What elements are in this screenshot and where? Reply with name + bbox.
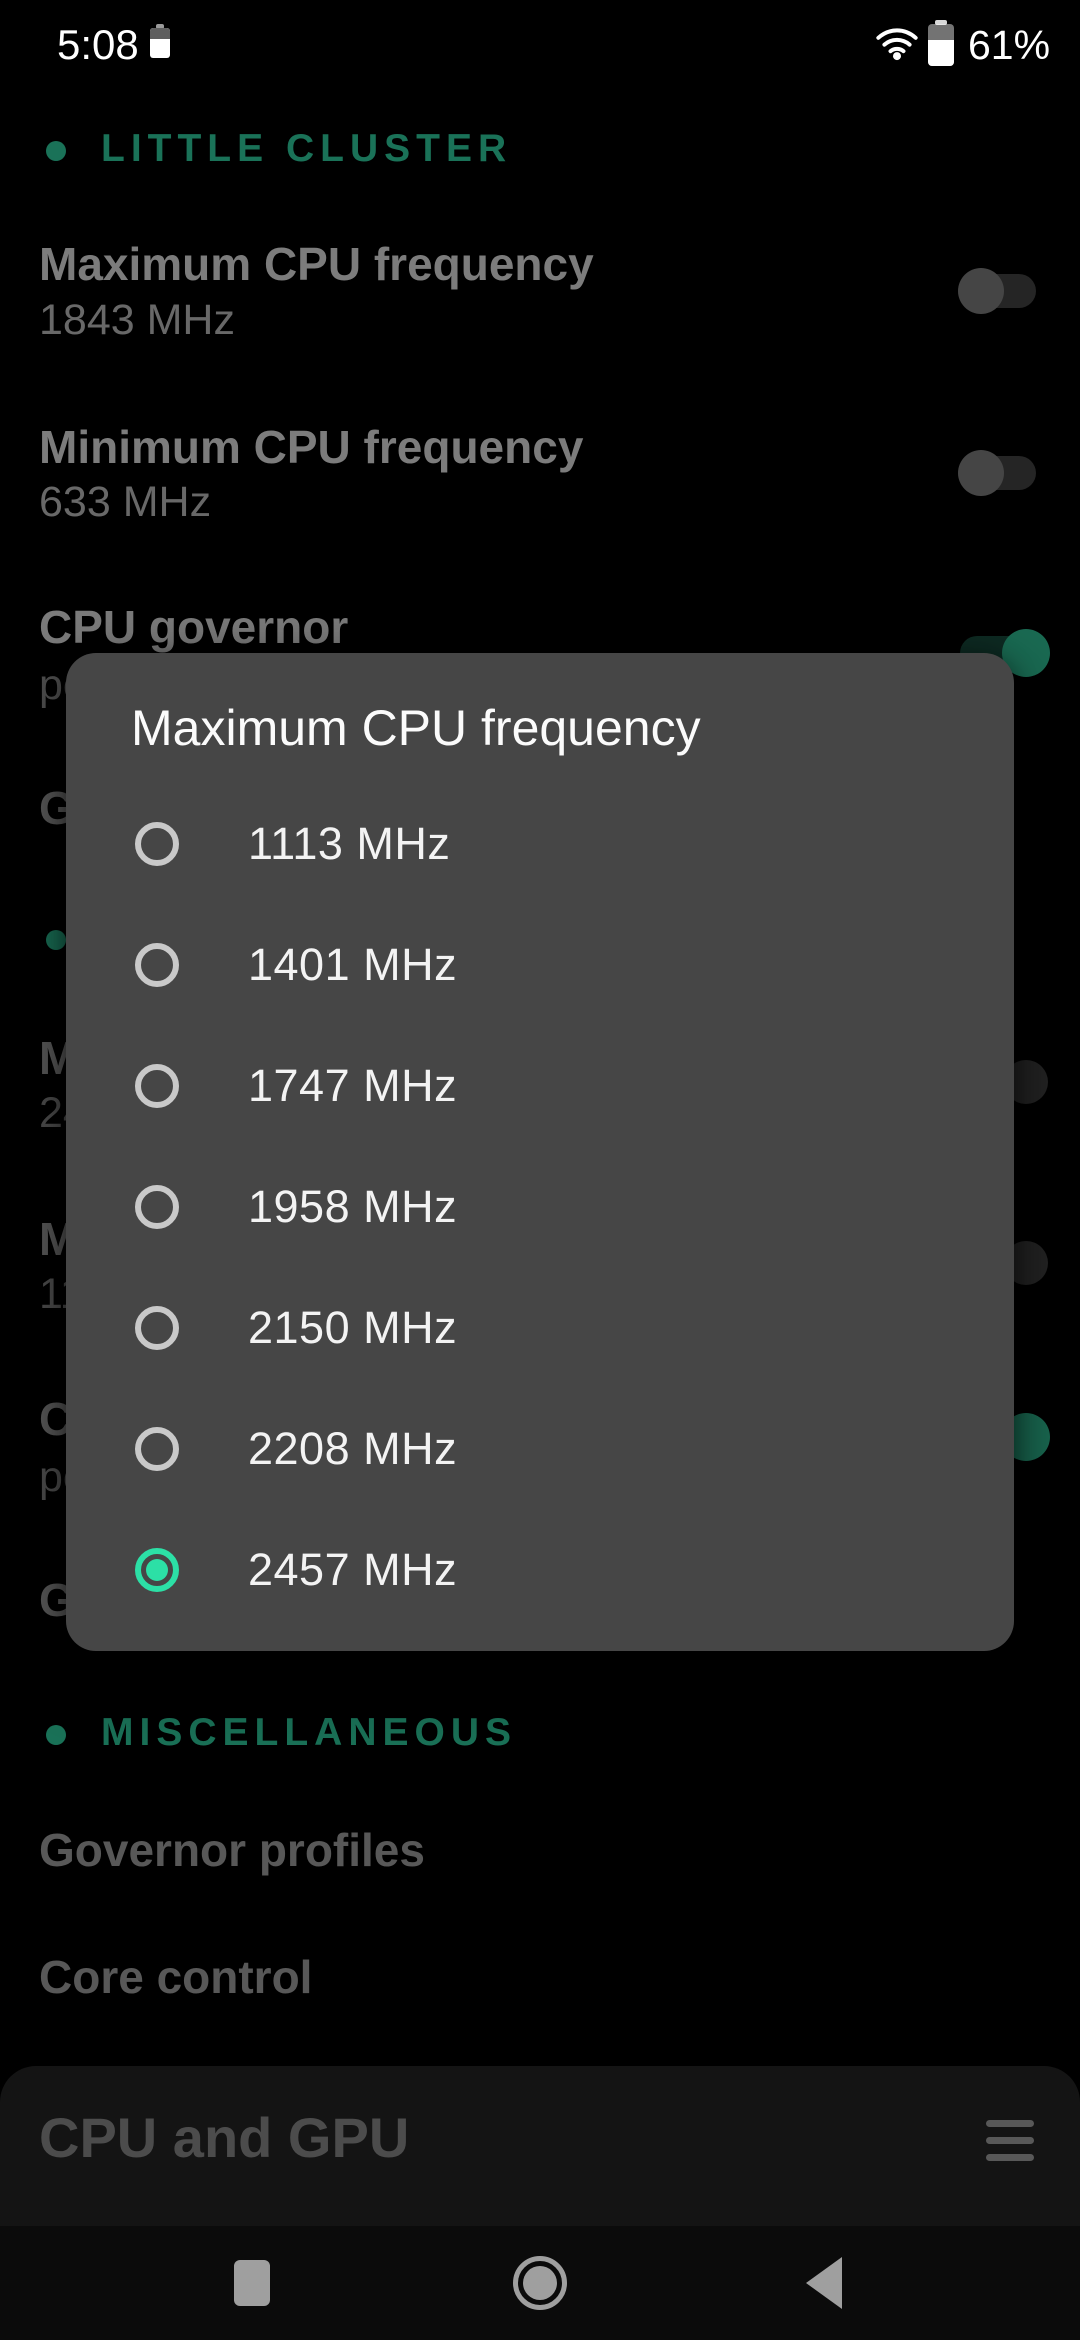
radio-unchecked-icon[interactable] <box>135 1064 179 1108</box>
radio-unchecked-icon[interactable] <box>135 943 179 987</box>
row-max-cpu-frequency[interactable]: Maximum CPU frequency <box>39 238 594 290</box>
row-max-cpu-frequency-value: 1843 MHz <box>39 296 235 344</box>
row-cpu-governor[interactable]: CPU governor <box>39 601 349 653</box>
row-min-cpu-frequency[interactable]: Minimum CPU frequency <box>39 421 584 473</box>
section-bullet-icon <box>46 930 66 950</box>
frequency-option[interactable]: 1747 MHz <box>135 1051 457 1121</box>
hamburger-menu-icon[interactable] <box>986 2120 1034 2161</box>
row-governor-profiles[interactable]: Governor profiles <box>39 1824 425 1876</box>
section-header-little-cluster: LITTLE CLUSTER <box>101 127 513 170</box>
radio-unchecked-icon[interactable] <box>135 1185 179 1229</box>
recents-square-icon[interactable] <box>234 2260 270 2306</box>
bottom-sheet-title: CPU and GPU <box>39 2106 410 2169</box>
frequency-option-selected[interactable]: 2457 MHz <box>135 1535 457 1605</box>
frequency-option[interactable]: 2150 MHz <box>135 1293 457 1363</box>
radio-unchecked-icon[interactable] <box>135 1427 179 1471</box>
radio-unchecked-icon[interactable] <box>135 822 179 866</box>
section-header-miscellaneous: MISCELLANEOUS <box>101 1711 518 1754</box>
home-circle-icon[interactable] <box>513 2256 567 2310</box>
section-bullet-icon <box>46 141 66 161</box>
back-triangle-icon[interactable] <box>806 2257 842 2309</box>
navigation-bar <box>0 2226 1080 2340</box>
frequency-option[interactable]: 2208 MHz <box>135 1414 457 1484</box>
max-cpu-frequency-dialog: Maximum CPU frequency 1113 MHz 1401 MHz … <box>66 653 1014 1651</box>
radio-unchecked-icon[interactable] <box>135 1306 179 1350</box>
radio-checked-icon[interactable] <box>135 1548 179 1592</box>
section-bullet-icon <box>46 1725 66 1745</box>
clock: 5:08 <box>57 21 139 68</box>
frequency-option[interactable]: 1958 MHz <box>135 1172 457 1242</box>
dialog-title: Maximum CPU frequency <box>131 700 701 756</box>
row-core-control[interactable]: Core control <box>39 1951 313 2003</box>
battery-status-icon <box>928 20 954 66</box>
frequency-option[interactable]: 1401 MHz <box>135 930 457 1000</box>
max-cpu-frequency-toggle[interactable] <box>958 268 1036 314</box>
wifi-icon <box>874 22 920 67</box>
frequency-option[interactable]: 1113 MHz <box>135 809 450 879</box>
min-cpu-frequency-toggle[interactable] <box>958 450 1036 496</box>
battery-percent-label: 61% <box>968 22 1051 68</box>
row-min-cpu-frequency-value: 633 MHz <box>39 478 212 526</box>
battery-notification-icon <box>150 24 170 58</box>
